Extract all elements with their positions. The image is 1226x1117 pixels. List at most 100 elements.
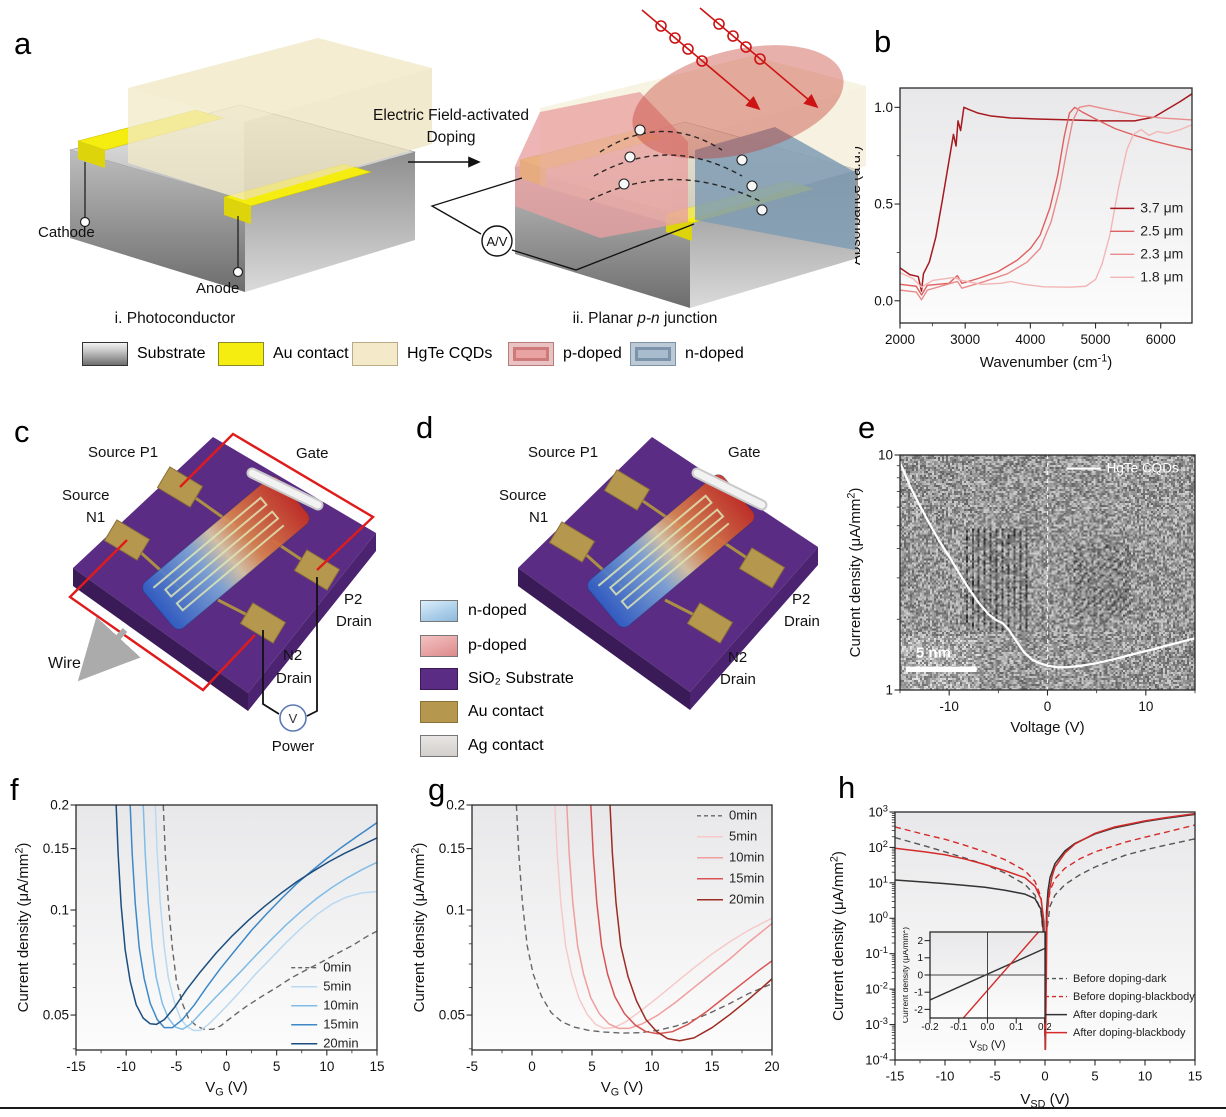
svg-text:0.2: 0.2 (1038, 1022, 1051, 1033)
hgte-cqds-swatch (352, 342, 398, 366)
d-legend-au-contact: Au contact (420, 701, 544, 723)
svg-text:10-3: 10-3 (865, 1016, 888, 1032)
chart-legend: 0min 5min 10min 15min 20min (291, 960, 359, 1051)
d-legend-n-doped: n-doped (420, 600, 527, 622)
x-axis-title: Voltage (V) (1010, 719, 1084, 736)
c-n2-drain-label: Drain (276, 670, 312, 687)
svg-text:-15: -15 (886, 1068, 905, 1083)
p-doped-swatch (508, 342, 554, 366)
ag-gate-bar (248, 469, 322, 509)
pn-junction-device: A/V (408, 7, 866, 308)
x-axis-title: Wavenumber (cm-1) (980, 352, 1112, 371)
series-5min (554, 805, 772, 1030)
svg-text:4000: 4000 (1015, 332, 1045, 347)
svg-text:After doping-blackbody: After doping-blackbody (1073, 1027, 1186, 1039)
x-axis-title: VG (V) (601, 1079, 644, 1099)
sio2-label: SiO₂ Substrate (468, 670, 574, 687)
series-20min (115, 805, 377, 1026)
svg-text:2000: 2000 (885, 332, 915, 347)
d-n1-label: N1 (529, 509, 549, 526)
hgte-cqds-label: HgTe CQDs (407, 345, 493, 362)
cathode-label: Cathode (38, 224, 95, 241)
d-source-n1-label: Source (499, 487, 547, 504)
chart-transfer-p: -5 0 5 10 15 20 0.05 0.1 0.15 0.2 VG (V) Current de… (405, 782, 795, 1117)
meter-label: A/V (487, 234, 508, 249)
svg-text:0.15: 0.15 (43, 841, 69, 856)
chart-legend: 0min 5min 10min 15min 20min (697, 808, 764, 907)
series-group (900, 93, 1192, 301)
ag-gate-bar (693, 469, 766, 509)
d-n2-drain-label: Drain (720, 671, 756, 688)
svg-text:0: 0 (528, 1059, 536, 1074)
svg-text:10min: 10min (323, 998, 358, 1013)
scale-bar (905, 666, 977, 672)
svg-text:-10: -10 (939, 699, 959, 714)
chart-transfer-n: -15 -10 -5 0 5 10 15 0.05 0.1 0.15 0.2 VG (V) Curren… (10, 782, 400, 1117)
plot-frame (899, 454, 1196, 691)
svg-text:5min: 5min (729, 829, 757, 844)
au-contact-label: Au contact (273, 345, 349, 362)
svg-text:5: 5 (273, 1059, 281, 1074)
svg-text:-0.1: -0.1 (950, 1022, 968, 1033)
svg-text:5: 5 (588, 1059, 596, 1074)
svg-text:0: 0 (223, 1059, 231, 1074)
series-After doping-blackbody (895, 812, 1195, 1051)
photoconductor-device (68, 38, 432, 292)
legend-item-n-doped: n-doped (630, 342, 744, 366)
figure-bottom-rule (0, 1107, 1226, 1109)
svg-text:0: 0 (917, 970, 923, 981)
d-legend-p-doped: p-doped (420, 635, 527, 657)
series-2.5 μm (900, 106, 1192, 296)
c-n1-label: N1 (86, 509, 106, 526)
svg-text:Before doping-blackbody: Before doping-blackbody (1073, 991, 1195, 1003)
y-axis-title: Current density (μA/mm2) (828, 851, 847, 1021)
svg-text:3000: 3000 (950, 332, 980, 347)
svg-text:-1: -1 (914, 988, 923, 999)
svg-text:0.05: 0.05 (439, 1008, 465, 1023)
svg-text:0.1: 0.1 (446, 903, 465, 918)
svg-text:10: 10 (1138, 1068, 1152, 1083)
y-axis-title: Absorbance (a.u.) (855, 146, 864, 265)
svg-text:10-1: 10-1 (865, 945, 888, 961)
au-contact-swatch (218, 342, 264, 366)
svg-text:0: 0 (1044, 699, 1052, 714)
svg-text:After doping-dark: After doping-dark (1073, 1009, 1158, 1021)
svg-text:1: 1 (885, 683, 893, 698)
y-axis-title: Current density (μA/mm2) (13, 843, 32, 1013)
svg-text:15: 15 (704, 1059, 719, 1074)
voltmeter-label: V (289, 711, 298, 726)
x-axis-title: VSD (V) (969, 1039, 1005, 1053)
scale-bar-label: 5 nm (916, 645, 951, 662)
svg-text:15: 15 (369, 1059, 384, 1074)
svg-text:-5: -5 (170, 1059, 182, 1074)
series-group (115, 805, 377, 1032)
series-3.7 μm (900, 93, 1192, 292)
svg-text:20min: 20min (323, 1036, 358, 1051)
plot-frame (899, 87, 1193, 324)
panel-a-diagram: A/V (68, 7, 866, 308)
svg-text:2: 2 (917, 936, 923, 947)
interdigitated-electrodes (152, 496, 285, 612)
plot-frame (894, 811, 1196, 1061)
svg-text:-10: -10 (936, 1068, 955, 1083)
anode-terminal (232, 266, 244, 278)
series-10min (566, 805, 772, 1030)
svg-text:1: 1 (917, 953, 923, 964)
svg-text:15min: 15min (323, 1017, 358, 1032)
n-doped-swatch (420, 600, 458, 622)
plot-frame (929, 931, 1046, 1019)
svg-text:-5: -5 (466, 1059, 478, 1074)
panel-d-diagram (518, 437, 818, 710)
series-15min (129, 805, 377, 1029)
au-contact-label: Au contact (468, 703, 544, 720)
svg-text:1.8 μm: 1.8 μm (1140, 269, 1183, 285)
series-HgTe CQDs (900, 461, 1195, 669)
svg-text:0.2: 0.2 (50, 798, 69, 813)
d-legend-sio2: SiO₂ Substrate (420, 668, 574, 690)
panel-c-diagram: V (68, 432, 376, 732)
panel-c-letter: c (14, 414, 30, 449)
series-0min (162, 805, 377, 1031)
svg-text:2.5 μm: 2.5 μm (1140, 223, 1183, 239)
chart-legend: Before doping-dark Before doping-blackbod… (1045, 973, 1195, 1039)
